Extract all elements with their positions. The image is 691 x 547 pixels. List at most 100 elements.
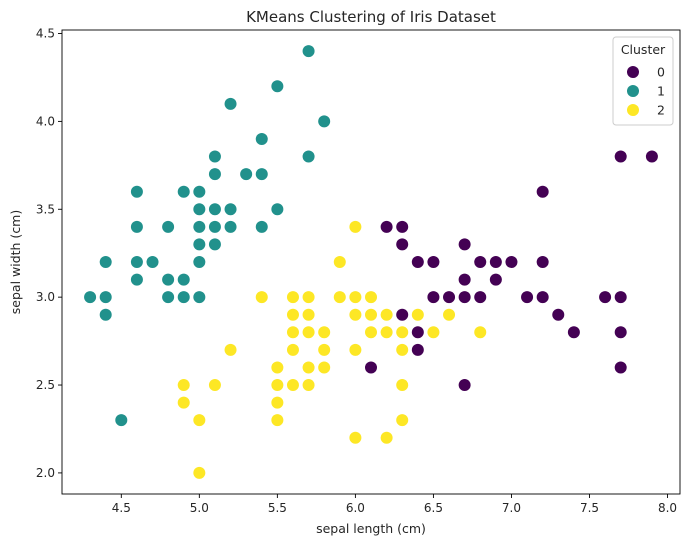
cluster-1-point — [240, 168, 253, 181]
cluster-2-point — [349, 343, 362, 356]
y-tick-label: 3.5 — [36, 202, 55, 216]
cluster-1-point — [99, 308, 112, 321]
cluster-2-point — [349, 431, 362, 444]
cluster-2-point — [443, 308, 456, 321]
cluster-1-point — [224, 220, 237, 233]
cluster-2-point — [286, 308, 299, 321]
cluster-2-point — [396, 343, 409, 356]
legend-marker-2 — [627, 104, 639, 116]
cluster-2-point — [177, 379, 190, 392]
legend-label-1: 1 — [657, 84, 665, 99]
legend-title: Cluster — [621, 42, 666, 57]
cluster-2-point — [474, 326, 487, 339]
cluster-1-point — [130, 185, 143, 198]
cluster-2-point — [286, 326, 299, 339]
cluster-2-point — [349, 220, 362, 233]
cluster-1-point — [130, 220, 143, 233]
x-tick-label: 7.5 — [580, 501, 599, 515]
cluster-0-point — [411, 326, 424, 339]
cluster-1-point — [208, 220, 221, 233]
points-layer — [84, 45, 658, 479]
cluster-1-point — [208, 168, 221, 181]
cluster-1-point — [162, 291, 175, 304]
cluster-0-point — [396, 308, 409, 321]
cluster-2-point — [333, 291, 346, 304]
cluster-1-point — [177, 273, 190, 286]
cluster-1-point — [255, 220, 268, 233]
x-tick-label: 4.5 — [112, 501, 131, 515]
cluster-1-point — [302, 150, 315, 163]
cluster-2-point — [318, 361, 331, 374]
cluster-2-point — [349, 308, 362, 321]
cluster-0-point — [645, 150, 658, 163]
cluster-0-point — [411, 343, 424, 356]
x-tick-label: 6.5 — [424, 501, 443, 515]
x-axis: 4.5 5.0 5.5 6.0 6.5 7.0 7.5 8.0 — [112, 494, 677, 515]
cluster-2-point — [411, 308, 424, 321]
cluster-2-point — [318, 326, 331, 339]
y-tick-label: 3.0 — [36, 290, 55, 304]
cluster-2-point — [255, 291, 268, 304]
legend: Cluster 0 1 2 — [612, 36, 674, 126]
legend-marker-1 — [627, 85, 639, 97]
cluster-1-point — [193, 238, 206, 251]
cluster-1-point — [271, 80, 284, 93]
cluster-1-point — [162, 220, 175, 233]
cluster-1-point — [162, 273, 175, 286]
y-tick-label: 2.5 — [36, 378, 55, 392]
cluster-0-point — [396, 238, 409, 251]
cluster-1-point — [177, 185, 190, 198]
cluster-0-point — [489, 256, 502, 268]
cluster-0-point — [458, 379, 471, 392]
cluster-2-point — [365, 291, 377, 304]
cluster-2-point — [286, 291, 299, 304]
cluster-2-point — [193, 414, 206, 427]
cluster-0-point — [365, 361, 377, 374]
cluster-1-point — [99, 291, 112, 304]
cluster-1-point — [208, 238, 221, 251]
cluster-2-point — [396, 379, 409, 392]
cluster-2-point — [396, 326, 409, 339]
chart-title: KMeans Clustering of Iris Dataset — [246, 8, 496, 26]
plot-frame — [61, 29, 681, 495]
cluster-1-point — [130, 273, 143, 286]
cluster-1-point — [146, 256, 159, 268]
cluster-2-point — [380, 431, 393, 444]
cluster-2-point — [208, 379, 221, 392]
cluster-1-point — [193, 256, 206, 268]
cluster-2-point — [302, 379, 315, 392]
cluster-1-point — [115, 414, 128, 427]
x-tick-label: 5.0 — [190, 501, 209, 515]
cluster-0-point — [536, 256, 549, 268]
x-tick-label: 8.0 — [658, 501, 677, 515]
cluster-0-point — [458, 291, 471, 304]
cluster-1-point — [255, 132, 268, 145]
cluster-1-point — [271, 203, 284, 216]
cluster-2-point — [380, 326, 393, 339]
x-axis-label: sepal length (cm) — [316, 521, 426, 536]
cluster-1-point — [193, 203, 206, 216]
cluster-0-point — [458, 273, 471, 286]
cluster-2-point — [365, 308, 377, 321]
cluster-2-point — [427, 326, 440, 339]
cluster-0-point — [474, 291, 487, 304]
cluster-0-point — [614, 291, 627, 304]
cluster-2-point — [302, 326, 315, 339]
legend-box — [612, 36, 674, 126]
cluster-2-point — [193, 466, 206, 479]
x-tick-label: 5.5 — [268, 501, 287, 515]
y-tick-label: 2.0 — [36, 466, 55, 480]
cluster-2-point — [286, 379, 299, 392]
y-tick-label: 4.0 — [36, 114, 55, 128]
cluster-2-point — [380, 308, 393, 321]
cluster-0-point — [489, 273, 502, 286]
cluster-0-point — [567, 326, 580, 339]
cluster-2-point — [302, 361, 315, 374]
cluster-2-point — [271, 379, 284, 392]
cluster-0-point — [599, 291, 612, 304]
cluster-2-point — [365, 326, 377, 339]
cluster-0-point — [614, 150, 627, 163]
cluster-2-point — [271, 396, 284, 409]
cluster-0-point — [614, 361, 627, 374]
